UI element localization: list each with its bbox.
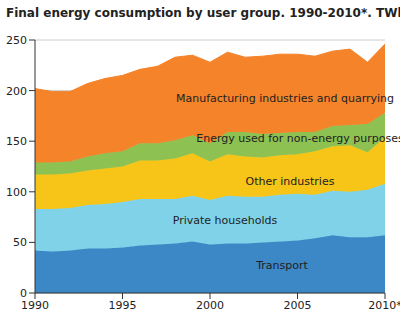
svg-text:250: 250 bbox=[8, 34, 27, 47]
html-text:Transport: Transport bbox=[256, 258, 308, 272]
svg-text:0: 0 bbox=[20, 287, 27, 300]
svg-text:50: 50 bbox=[13, 236, 27, 249]
html-text:Other industries: Other industries bbox=[245, 174, 335, 188]
html-text:Manufacturing industries and q: Manufacturing industries and quarrying bbox=[176, 91, 394, 105]
svg-text:100: 100 bbox=[8, 186, 27, 199]
svg-text:1990: 1990 bbox=[21, 299, 49, 312]
svg-text:200: 200 bbox=[8, 85, 27, 98]
svg-text:2010*: 2010* bbox=[368, 299, 392, 312]
svg-text:2005: 2005 bbox=[284, 299, 312, 312]
svg-text:2000: 2000 bbox=[196, 299, 224, 312]
html-text:Private households: Private households bbox=[172, 213, 278, 227]
svg-text:1995: 1995 bbox=[109, 299, 137, 312]
svg-text:150: 150 bbox=[8, 135, 27, 148]
